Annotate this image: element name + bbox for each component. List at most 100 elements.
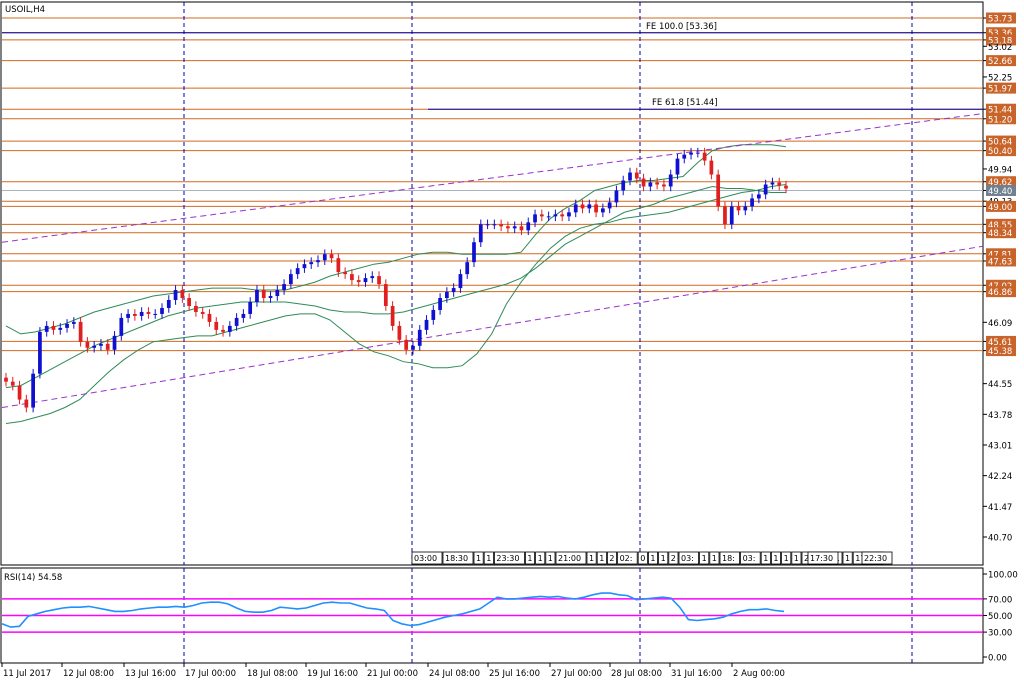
time-tag-text: 21:00	[558, 554, 581, 563]
candle	[4, 372, 8, 387]
candles	[4, 147, 788, 413]
candle-body	[682, 154, 687, 159]
candle-body	[153, 313, 158, 315]
time-tag-text: 1	[773, 554, 778, 563]
candle	[227, 321, 232, 337]
price-tag-text: 52.66	[988, 57, 1012, 67]
time-tag-text: 02:	[620, 554, 633, 563]
time-tag-box	[555, 551, 587, 565]
candle-body	[329, 254, 334, 259]
candle	[716, 169, 721, 212]
candle-body	[573, 204, 578, 213]
time-tag-box	[791, 551, 802, 565]
candle	[784, 180, 788, 194]
candle-body	[743, 206, 748, 211]
time-tag-text: 1	[661, 554, 666, 563]
candle	[607, 197, 612, 214]
candle-body	[112, 335, 117, 350]
candle	[105, 339, 110, 355]
candle	[329, 249, 334, 263]
candle-body	[58, 327, 63, 330]
candle-body	[268, 296, 273, 299]
candle-body	[221, 329, 225, 332]
price-tag-box	[986, 113, 1016, 125]
price-tag-box	[986, 135, 1016, 147]
candle-body	[289, 274, 293, 285]
time-tag: 18:	[719, 551, 741, 565]
candle-body	[512, 226, 517, 229]
candle-body	[214, 321, 219, 330]
candle-body	[533, 214, 537, 223]
candle	[397, 321, 402, 345]
time-tag-box	[473, 551, 484, 565]
time-label: 11 Jul 2017	[3, 669, 51, 679]
candle-body	[78, 321, 83, 342]
candle	[309, 257, 314, 269]
time-label: 17 Jul 00:00	[185, 669, 236, 679]
price-tag-box	[986, 227, 1016, 239]
candle-body	[255, 290, 259, 302]
vertical-grid	[183, 2, 913, 663]
candle-body	[133, 313, 137, 316]
time-tag: 18:30	[442, 551, 474, 565]
candle	[519, 221, 524, 236]
price-tag-text: 53.18	[988, 36, 1012, 46]
time-tag-text: 1	[702, 554, 707, 563]
candle-body	[4, 377, 8, 382]
candle	[160, 303, 164, 319]
candle-body	[350, 274, 354, 281]
price-label: 45.38	[986, 345, 1016, 357]
candle-body	[763, 184, 768, 195]
horizontal-levels	[2, 17, 983, 352]
candle	[553, 209, 558, 222]
time-label: 28 Jul 08:00	[611, 669, 662, 679]
candle	[31, 368, 35, 413]
candle	[363, 273, 368, 287]
candle-body	[424, 319, 429, 330]
time-tag-box	[771, 551, 782, 565]
candle-body	[207, 313, 212, 322]
price-tag-text: 45.38	[988, 347, 1012, 357]
time-tag-box	[807, 551, 839, 565]
candle-body	[302, 264, 307, 269]
candle	[153, 309, 158, 319]
time-label: 31 Jul 16:00	[671, 669, 722, 679]
candle	[689, 147, 693, 160]
time-tag: 1	[658, 551, 669, 565]
price-tick-label: 43.01	[988, 441, 1012, 451]
time-label: 21 Jul 00:00	[367, 669, 418, 679]
candle-body	[377, 276, 381, 285]
candle-body	[417, 329, 422, 346]
candle	[729, 201, 734, 230]
price-label: 52.25	[988, 73, 1012, 83]
time-label: 13 Jul 16:00	[125, 669, 176, 679]
candle	[451, 283, 456, 297]
candle-body	[784, 185, 788, 189]
candle-body	[38, 331, 42, 374]
candle	[546, 211, 551, 222]
candle-body	[594, 204, 598, 213]
candle	[750, 193, 754, 212]
candle	[587, 199, 592, 214]
price-label: 53.02	[988, 43, 1012, 53]
time-axis: 11 Jul 2017 12 Jul 08:00 13 Jul 16:00 17 Ju…	[1, 663, 785, 679]
candle-body	[105, 343, 110, 350]
candle-body	[621, 180, 626, 191]
time-tag-box	[842, 551, 853, 565]
candle-body	[628, 172, 632, 181]
candle	[526, 217, 531, 236]
price-label: 46.86	[986, 286, 1016, 298]
candle	[85, 337, 90, 353]
time-tag: 22:30	[861, 551, 893, 565]
candle	[757, 189, 761, 204]
price-tag-box	[986, 335, 1016, 347]
candle	[675, 153, 680, 180]
price-tag-text: 47.63	[988, 257, 1012, 267]
candle-body	[71, 321, 76, 324]
time-tag: 1	[473, 551, 484, 565]
time-tag-text: 2	[671, 554, 676, 563]
time-tag-text: 1	[476, 554, 481, 563]
candle-body	[173, 290, 178, 301]
candle-body	[44, 325, 49, 332]
